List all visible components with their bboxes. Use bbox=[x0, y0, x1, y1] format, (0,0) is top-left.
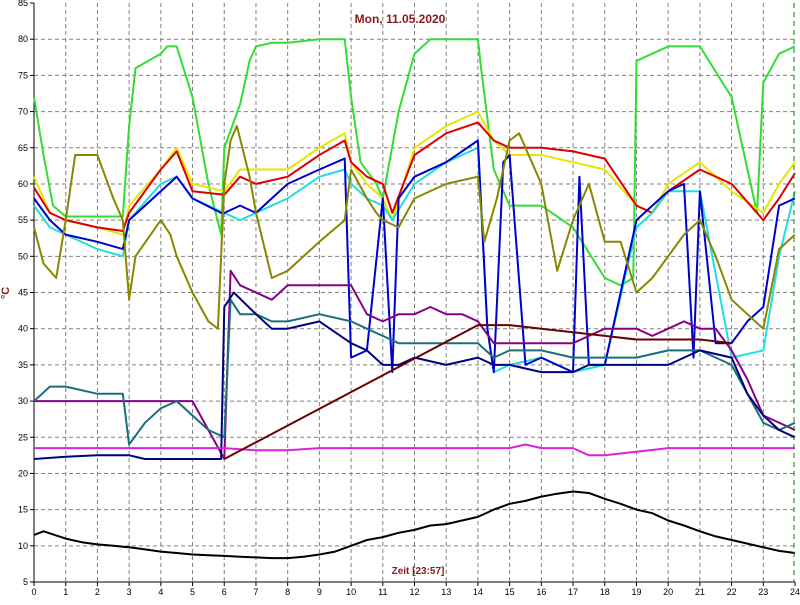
x-tick-label: 10 bbox=[346, 587, 356, 597]
y-tick-label: 30 bbox=[18, 396, 28, 406]
x-tick-label: 7 bbox=[253, 587, 258, 597]
y-tick-label: 80 bbox=[18, 34, 28, 44]
x-tick-label: 3 bbox=[127, 587, 132, 597]
y-tick-label: 10 bbox=[18, 541, 28, 551]
y-tick-label: 35 bbox=[18, 360, 28, 370]
x-tick-label: 8 bbox=[285, 587, 290, 597]
y-tick-label: 65 bbox=[18, 143, 28, 153]
series-line-12 bbox=[33, 490, 796, 560]
chart-title: Mon, 11.05.2020 bbox=[355, 12, 446, 26]
y-tick-label: 15 bbox=[18, 505, 28, 515]
x-tick-label: 9 bbox=[317, 587, 322, 597]
x-tick-label: 12 bbox=[409, 587, 419, 597]
series-line-5 bbox=[33, 139, 796, 374]
y-tick-label: 25 bbox=[18, 432, 28, 442]
x-tick-label: 24 bbox=[790, 587, 800, 597]
x-tick-label: 13 bbox=[441, 587, 451, 597]
series-line-9 bbox=[33, 291, 796, 460]
x-tick-label: 6 bbox=[222, 587, 227, 597]
x-axis-label: Zeit [23:57] bbox=[392, 566, 445, 577]
x-tick-label: 20 bbox=[663, 587, 673, 597]
x-tick-label: 19 bbox=[631, 587, 641, 597]
x-tick-label: 14 bbox=[473, 587, 483, 597]
series-line-4 bbox=[33, 146, 796, 374]
x-tick-label: 11 bbox=[378, 587, 387, 597]
y-axis-label: °C bbox=[0, 287, 12, 299]
series-lines bbox=[33, 38, 796, 560]
x-tick-label: 17 bbox=[568, 587, 578, 597]
tick-labels: 0 1 2 3 4 5 6 7 8 9 10 11 12 13 14 15 16 17 18 19 20 21 22 23 24… bbox=[18, 0, 800, 597]
series-line-11 bbox=[223, 324, 732, 460]
x-tick-label: 4 bbox=[158, 587, 163, 597]
series-line-8 bbox=[33, 298, 796, 446]
y-tick-label: 5 bbox=[23, 577, 28, 587]
x-tick-label: 16 bbox=[536, 587, 546, 597]
y-tick-label: 20 bbox=[18, 468, 28, 478]
y-tick-label: 75 bbox=[18, 70, 28, 80]
x-tick-label: 22 bbox=[727, 587, 737, 597]
x-tick-label: 23 bbox=[758, 587, 768, 597]
x-tick-label: 1 bbox=[63, 587, 68, 597]
y-tick-label: 40 bbox=[18, 324, 28, 334]
x-tick-label: 0 bbox=[31, 587, 36, 597]
y-tick-label: 70 bbox=[18, 107, 28, 117]
y-tick-label: 45 bbox=[18, 288, 28, 298]
x-tick-label: 21 bbox=[695, 587, 705, 597]
series-line-6 bbox=[33, 125, 796, 330]
series-line-10 bbox=[34, 443, 795, 457]
x-tick-label: 2 bbox=[95, 587, 100, 597]
y-tick-label: 85 bbox=[18, 0, 28, 8]
y-tick-label: 50 bbox=[18, 251, 28, 261]
x-tick-label: 15 bbox=[505, 587, 515, 597]
y-tick-label: 60 bbox=[18, 179, 28, 189]
series-line-1 bbox=[33, 38, 796, 287]
x-tick-label: 18 bbox=[600, 587, 610, 597]
x-tick-label: 5 bbox=[190, 587, 195, 597]
y-tick-label: 55 bbox=[18, 215, 28, 225]
